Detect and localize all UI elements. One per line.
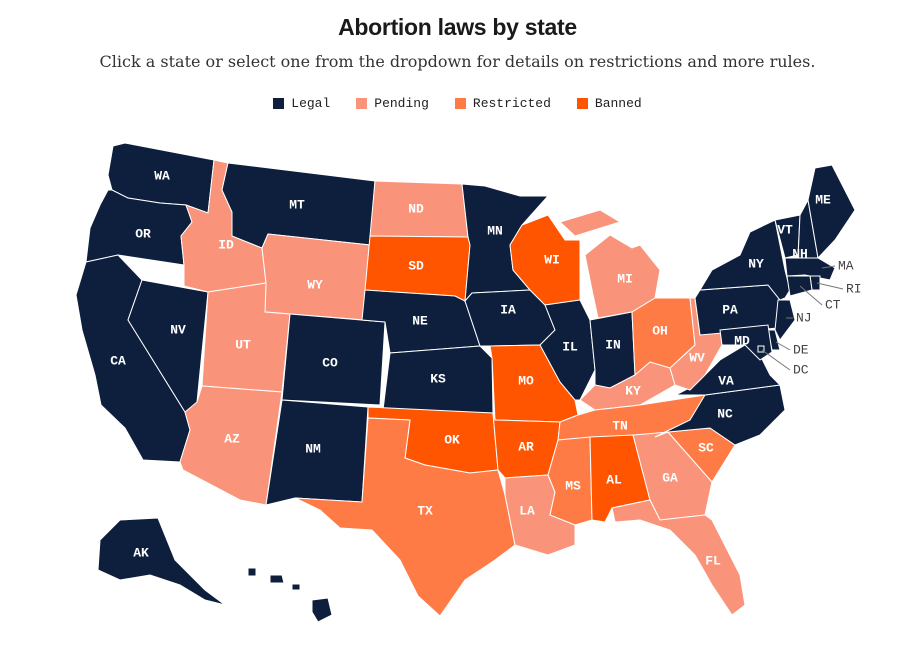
state-az[interactable] [179,385,283,506]
state-tx[interactable] [294,417,516,617]
legend-item-banned[interactable]: Banned [576,96,642,111]
state-wi[interactable] [509,214,581,306]
callout-label-ct[interactable]: CT [825,297,841,312]
callout-label-de[interactable]: DE [793,342,809,357]
callout-line-ma [821,265,836,269]
callout-label-nj[interactable]: NJ [796,310,812,325]
state-nm[interactable] [265,399,369,506]
legend-label-legal: Legal [291,96,331,111]
callout-line-ct [799,285,823,306]
state-ks[interactable] [382,345,494,414]
legend-swatch-restricted [454,98,466,109]
state-ak[interactable] [97,517,226,606]
callout-line-de [775,341,791,351]
state-ms[interactable] [547,436,593,526]
legend-swatch-pending [356,98,368,109]
state-wy[interactable] [261,233,371,321]
legend-item-pending[interactable]: Pending [356,96,429,111]
page-subtitle: Click a state or select one from the dro… [99,52,816,71]
state-nc[interactable] [654,384,786,446]
state-nd[interactable] [369,180,469,238]
state-co[interactable] [281,313,386,406]
state-va[interactable] [669,344,782,399]
state-nj[interactable] [774,299,796,341]
callout-label-ma[interactable]: MA [838,258,854,273]
legend-swatch-banned [576,98,588,109]
state-in[interactable] [589,311,636,389]
callout-line-dc [761,349,791,371]
legend-label-restricted: Restricted [472,96,551,111]
state-il[interactable] [539,299,596,401]
callout-label-dc[interactable]: DC [793,362,809,377]
legend-item-legal[interactable]: Legal [273,96,330,111]
state-hi[interactable] [247,567,333,623]
legend: Legal Pending Restricted Banned [0,96,915,111]
state-mt[interactable] [221,162,376,249]
state-fl[interactable] [611,499,746,616]
callout-label-ri[interactable]: RI [846,281,862,296]
legend-swatch-legal [273,98,285,109]
legend-item-restricted[interactable]: Restricted [454,96,551,111]
legend-label-pending: Pending [374,96,429,111]
callout-line-ri [816,282,844,290]
state-mi[interactable] [559,209,661,319]
page-title: Abortion laws by state [338,14,577,40]
legend-label-banned: Banned [594,96,642,111]
state-ny[interactable] [699,219,791,301]
